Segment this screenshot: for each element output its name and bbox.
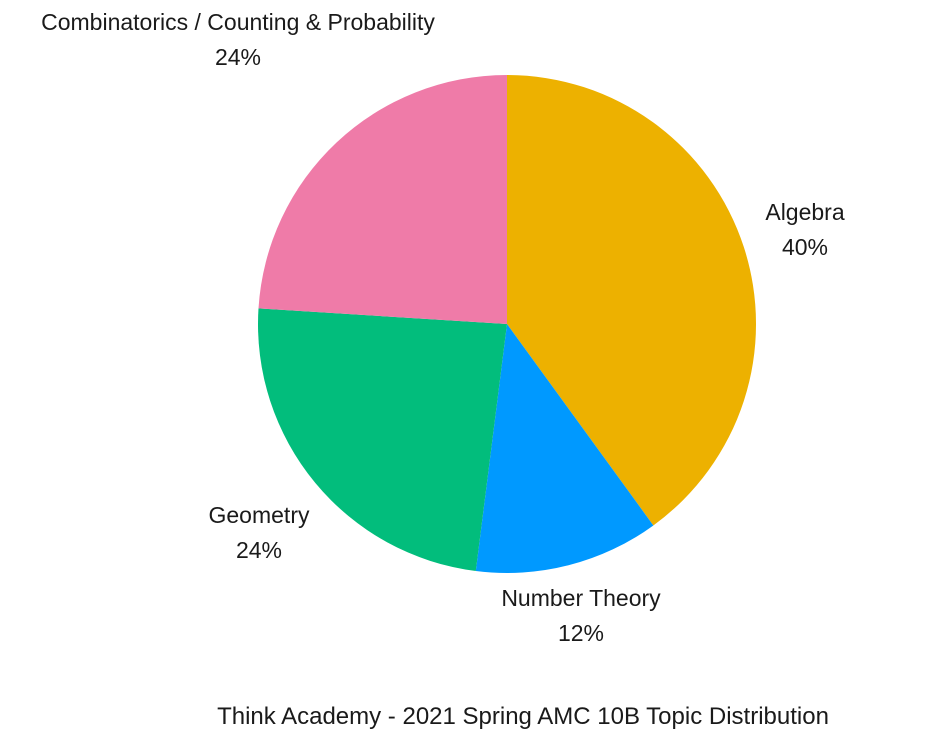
slice-label-percent: 24% bbox=[215, 44, 261, 70]
slice-label-name: Number Theory bbox=[501, 585, 661, 611]
pie-slice-algebra bbox=[507, 75, 757, 526]
pie-slice-number-theory bbox=[475, 324, 654, 574]
slice-label-name: Geometry bbox=[209, 502, 310, 528]
pie-slice-geometry bbox=[257, 308, 507, 572]
pie-slice-combinatorics-counting-probability bbox=[258, 75, 507, 324]
pie-slices bbox=[257, 75, 757, 574]
chart-title: Think Academy - 2021 Spring AMC 10B Topi… bbox=[217, 703, 829, 730]
slice-label-percent: 24% bbox=[236, 537, 282, 563]
slice-label-percent: 12% bbox=[558, 620, 604, 646]
slice-label-name: Algebra bbox=[765, 199, 844, 225]
slice-labels: Algebra 40% Number Theory 12% Geometry 24% Com… bbox=[41, 9, 845, 646]
slice-label-name: Combinatorics / Counting & Probability bbox=[41, 9, 435, 35]
slice-label-percent: 40% bbox=[782, 234, 828, 260]
